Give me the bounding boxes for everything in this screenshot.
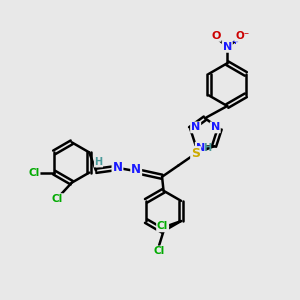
Text: N: N <box>191 122 200 132</box>
Text: N: N <box>211 122 220 132</box>
Text: Cl: Cl <box>28 168 40 178</box>
Text: Cl: Cl <box>154 246 165 256</box>
Text: S: S <box>191 147 200 160</box>
Text: O⁻: O⁻ <box>235 31 249 41</box>
Text: Cl: Cl <box>52 194 63 204</box>
Text: N: N <box>223 42 232 52</box>
Text: N: N <box>131 163 141 176</box>
Text: O: O <box>211 31 221 41</box>
Text: H: H <box>94 157 103 167</box>
Text: N: N <box>196 142 205 153</box>
Text: Cl: Cl <box>157 221 168 231</box>
Text: N: N <box>112 161 122 174</box>
Text: H: H <box>203 142 211 153</box>
Text: +: + <box>231 37 238 46</box>
